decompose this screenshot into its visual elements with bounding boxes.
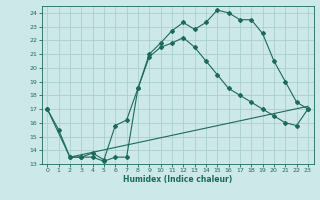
X-axis label: Humidex (Indice chaleur): Humidex (Indice chaleur) [123,175,232,184]
